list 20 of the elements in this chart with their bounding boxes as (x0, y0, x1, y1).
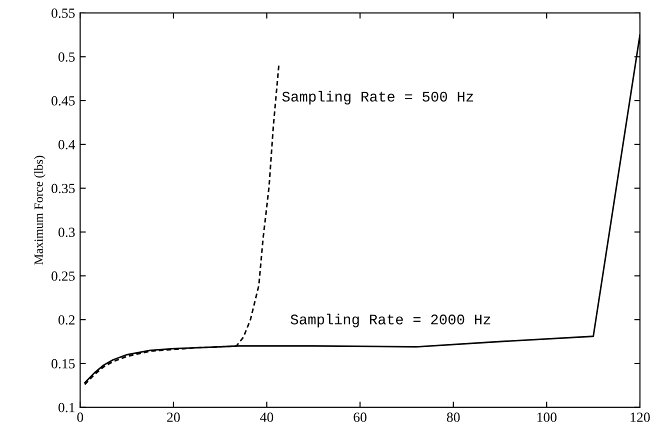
x-tick-label: 100 (537, 412, 557, 422)
y-tick-label: 0.2 (58, 315, 75, 325)
x-tick-label: 20 (167, 412, 180, 422)
x-tick-label: 0 (77, 412, 84, 422)
annotation: Sampling Rate = 500 Hz (282, 90, 474, 105)
x-tick-label: 120 (630, 412, 650, 422)
y-tick-label: 0.4 (58, 140, 76, 150)
y-tick-label: 0.45 (52, 96, 75, 106)
y-tick-label: 0.55 (52, 8, 75, 18)
annotation: Sampling Rate = 2000 Hz (290, 314, 490, 328)
y-tick-label: 0.3 (58, 228, 75, 238)
y-tick-label: 0.1 (58, 402, 74, 412)
y-tick-label: 0.35 (52, 184, 75, 194)
x-tick-label: 60 (354, 412, 366, 422)
y-tick-label: 0.25 (52, 271, 75, 281)
x-tick-label: 80 (446, 412, 460, 422)
y-tick-label: 0.5 (58, 52, 75, 62)
x-tick-label: 40 (260, 412, 274, 422)
y-tick-label: 0.15 (52, 359, 75, 368)
y-axis-title: Maximum Force (lbs) (34, 156, 46, 265)
